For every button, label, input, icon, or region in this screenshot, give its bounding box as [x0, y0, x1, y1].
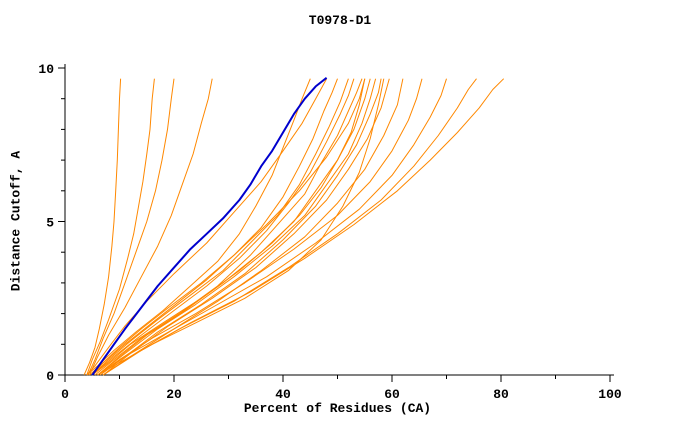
x-tick-label: 100 [598, 387, 622, 402]
model-curve [91, 78, 366, 376]
x-tick-label: 0 [61, 387, 69, 402]
model-curve [97, 78, 371, 376]
model-curves [83, 77, 505, 376]
model-curve [86, 78, 328, 376]
y-tick-label: 5 [46, 216, 54, 231]
model-curve [97, 78, 385, 376]
model-curve [91, 78, 349, 376]
model-curve [97, 78, 447, 376]
model-curve [102, 78, 404, 376]
model-curve [86, 78, 311, 376]
model-curve [89, 78, 213, 376]
highlighted-model-curve [91, 77, 328, 376]
y-axis-ticks [58, 67, 65, 376]
y-tick-label: 10 [38, 62, 54, 77]
model-curve [87, 78, 175, 376]
x-axis-ticks [64, 375, 611, 382]
y-tick-label: 0 [46, 369, 54, 384]
x-tick-label: 20 [166, 387, 182, 402]
model-curve [94, 78, 363, 376]
axes [64, 64, 614, 376]
x-tick-label: 60 [384, 387, 400, 402]
x-tick-labels: 0 20 40 60 80 100 [61, 387, 622, 402]
chart-title: T0978-D1 [308, 13, 372, 28]
model-curve [86, 78, 155, 376]
model-curve [97, 78, 377, 376]
model-curve [102, 78, 390, 376]
model-curve [102, 78, 505, 376]
model-curve [91, 78, 366, 376]
x-tick-label: 40 [275, 387, 291, 402]
model-curve [91, 78, 355, 376]
model-curve [83, 78, 122, 376]
y-tick-labels: 0 5 10 [38, 62, 54, 384]
model-curve [97, 78, 423, 376]
x-tick-label: 80 [493, 387, 509, 402]
model-curve [89, 78, 338, 376]
x-axis-title: Percent of Residues (CA) [243, 401, 432, 416]
model-curve [100, 78, 382, 376]
